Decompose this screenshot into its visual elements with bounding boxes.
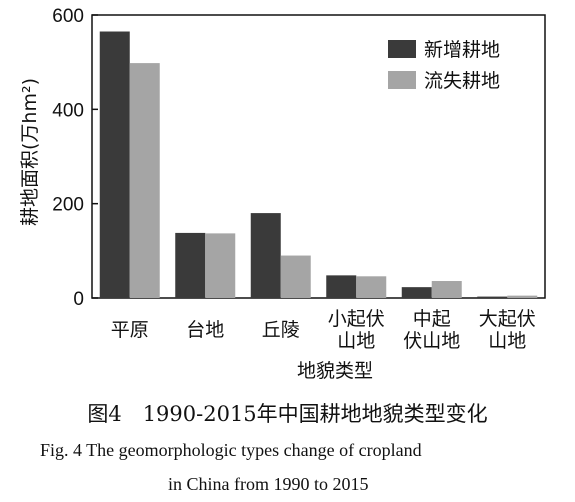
y-axis-label: 耕地面积(万hm²) — [19, 78, 41, 226]
plot-area — [91, 14, 546, 299]
bar — [431, 281, 462, 298]
bar — [507, 295, 538, 298]
y-tick-label: 400 — [52, 100, 84, 121]
y-axis: 0 200 400 600 — [52, 6, 98, 310]
bar — [477, 296, 508, 298]
x-axis-label: 地貌类型 — [297, 360, 373, 382]
bar — [250, 213, 281, 298]
bar — [401, 287, 432, 298]
y-tick-label: 600 — [52, 6, 84, 27]
x-tick-label: 台地 — [186, 319, 224, 341]
bar — [326, 275, 357, 298]
legend-label: 新增耕地 — [424, 39, 500, 61]
x-tick-label: 丘陵 — [262, 319, 300, 341]
figure-caption-english-line2: in China from 1990 to 2015 — [168, 474, 369, 494]
x-tick-label: 山地 — [337, 330, 375, 352]
figure-caption-english-line1: Fig. 4 The geomorphologic types change o… — [40, 440, 422, 460]
bar — [280, 255, 311, 298]
legend-swatch — [388, 71, 416, 89]
y-tick-label: 0 — [73, 289, 84, 310]
x-tick-label: 平原 — [111, 319, 149, 341]
bar — [205, 233, 236, 298]
bar — [356, 276, 387, 298]
x-tick-label: 山地 — [488, 330, 526, 352]
plot-frame — [91, 14, 546, 299]
bar — [99, 31, 130, 299]
bar — [175, 232, 206, 298]
y-tick-label: 200 — [52, 195, 84, 216]
legend-label: 流失耕地 — [424, 70, 500, 92]
figure-caption-chinese: 图4 1990-2015年中国耕地地貌类型变化 — [87, 402, 488, 426]
x-tick-label: 伏山地 — [403, 330, 460, 352]
bar — [129, 63, 160, 298]
legend-swatch — [388, 40, 416, 58]
x-tick-label: 中起 — [413, 308, 451, 330]
x-tick-label: 小起伏 — [328, 308, 385, 330]
x-tick-label: 大起伏 — [479, 308, 536, 330]
